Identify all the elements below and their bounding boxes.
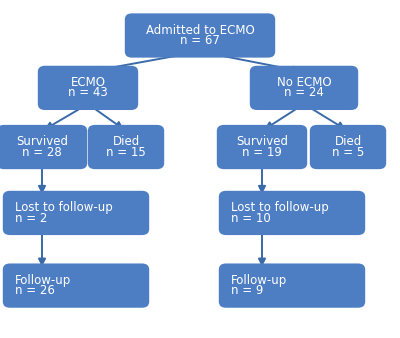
Text: Died: Died	[334, 136, 362, 148]
FancyBboxPatch shape	[3, 264, 149, 308]
FancyBboxPatch shape	[217, 125, 307, 169]
Text: n = 9: n = 9	[231, 284, 263, 297]
Text: n = 24: n = 24	[284, 87, 324, 99]
Text: n = 43: n = 43	[68, 87, 108, 99]
FancyBboxPatch shape	[219, 264, 365, 308]
Text: Follow-up: Follow-up	[231, 274, 287, 287]
Text: Admitted to ECMO: Admitted to ECMO	[146, 24, 254, 37]
FancyBboxPatch shape	[0, 125, 87, 169]
FancyBboxPatch shape	[125, 13, 275, 58]
Text: Lost to follow-up: Lost to follow-up	[231, 201, 328, 214]
Text: n = 2: n = 2	[15, 212, 47, 224]
Text: ECMO: ECMO	[70, 76, 106, 89]
FancyBboxPatch shape	[38, 66, 138, 110]
FancyBboxPatch shape	[88, 125, 164, 169]
Text: n = 15: n = 15	[106, 146, 146, 159]
FancyBboxPatch shape	[250, 66, 358, 110]
Text: n = 10: n = 10	[231, 212, 270, 224]
Text: n = 67: n = 67	[180, 34, 220, 47]
Text: Survived: Survived	[16, 136, 68, 148]
Text: Died: Died	[112, 136, 140, 148]
FancyBboxPatch shape	[310, 125, 386, 169]
Text: n = 26: n = 26	[15, 284, 55, 297]
Text: Lost to follow-up: Lost to follow-up	[15, 201, 112, 214]
Text: Follow-up: Follow-up	[15, 274, 71, 287]
Text: n = 19: n = 19	[242, 146, 282, 159]
FancyBboxPatch shape	[219, 191, 365, 235]
FancyBboxPatch shape	[3, 191, 149, 235]
Text: No ECMO: No ECMO	[277, 76, 331, 89]
Text: Survived: Survived	[236, 136, 288, 148]
Text: n = 5: n = 5	[332, 146, 364, 159]
Text: n = 28: n = 28	[22, 146, 62, 159]
